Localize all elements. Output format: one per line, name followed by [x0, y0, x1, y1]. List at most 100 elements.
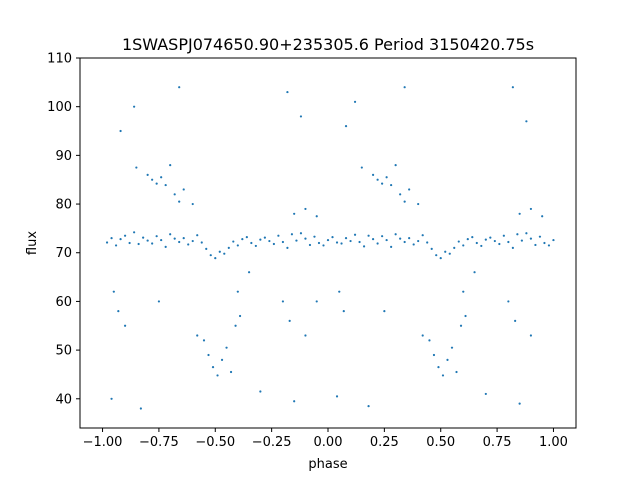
data-point [207, 353, 210, 357]
data-point [178, 200, 181, 203]
data-point [520, 239, 523, 242]
data-point [304, 207, 307, 211]
data-point [272, 242, 275, 246]
data-point [169, 233, 172, 236]
x-tick-label: 0.00 [314, 435, 343, 450]
data-point [441, 374, 445, 377]
data-point [426, 241, 429, 244]
data-point [439, 256, 442, 260]
data-point [455, 370, 458, 374]
data-point [514, 319, 517, 322]
data-point [453, 246, 456, 249]
data-point [376, 242, 379, 245]
x-tick-label: 0.75 [483, 435, 512, 450]
data-point [489, 236, 492, 239]
data-point [448, 252, 451, 255]
data-point [315, 215, 318, 218]
data-point [385, 238, 388, 242]
x-axis-label: phase [308, 457, 347, 472]
data-point [178, 86, 181, 89]
data-point [473, 271, 476, 274]
data-point [299, 115, 303, 118]
data-point [338, 290, 341, 293]
y-tick-label: 40 [55, 392, 72, 407]
data-point [498, 242, 501, 246]
x-tick-label: −1.00 [83, 435, 123, 450]
data-point [428, 339, 431, 342]
data-point [529, 207, 533, 211]
data-point [308, 243, 312, 247]
data-point [360, 166, 363, 169]
x-tick-label: −0.25 [252, 435, 292, 450]
y-tick-label: 90 [55, 149, 72, 164]
x-tick-label: 0.50 [426, 435, 455, 450]
data-point [518, 212, 521, 215]
data-point [304, 334, 307, 337]
data-point [133, 231, 136, 234]
data-point [403, 86, 406, 89]
data-point [376, 178, 379, 181]
data-point [196, 234, 199, 237]
data-point [277, 234, 280, 237]
data-point [151, 242, 154, 245]
data-point [110, 237, 113, 240]
data-point [371, 173, 375, 176]
data-point [538, 235, 542, 238]
data-point [232, 240, 235, 243]
y-tick-label: 80 [55, 198, 72, 213]
data-point [164, 245, 167, 248]
data-point [399, 193, 402, 196]
data-point [263, 236, 266, 239]
y-tick-label: 60 [55, 295, 72, 310]
data-point [403, 240, 406, 244]
data-point [119, 238, 122, 241]
data-point [227, 246, 230, 249]
data-point [529, 334, 533, 337]
data-point [390, 183, 393, 187]
data-point [507, 300, 510, 303]
data-point [480, 244, 483, 248]
y-axis-label: flux [25, 231, 40, 255]
data-point [475, 241, 478, 245]
data-point [254, 244, 257, 248]
data-point [209, 254, 212, 257]
data-point [367, 404, 370, 408]
data-point [182, 237, 185, 240]
data-point [462, 290, 465, 293]
data-point [200, 241, 203, 244]
data-point [286, 90, 289, 94]
data-point [507, 240, 510, 244]
data-point [399, 237, 402, 240]
y-tick-label: 100 [47, 100, 72, 115]
data-point [218, 250, 221, 253]
data-point [493, 239, 496, 243]
data-point [128, 241, 131, 245]
data-point [112, 290, 115, 293]
data-point [178, 240, 181, 244]
data-point [462, 244, 465, 247]
data-point [211, 366, 215, 369]
data-point [432, 353, 436, 357]
data-point [358, 240, 361, 244]
data-point [534, 243, 537, 247]
data-point [286, 246, 289, 249]
data-point [259, 238, 262, 241]
data-point [390, 245, 393, 248]
data-point [547, 244, 551, 247]
data-point [247, 271, 251, 274]
data-point [435, 254, 438, 257]
data-point [335, 241, 339, 244]
data-point [293, 400, 296, 403]
data-point [457, 240, 460, 243]
data-point [304, 237, 307, 240]
y-tick-label: 110 [47, 52, 72, 67]
data-point [421, 334, 424, 337]
data-point [484, 238, 487, 241]
data-point [236, 244, 239, 247]
data-point [216, 374, 219, 377]
data-point [241, 238, 244, 241]
data-point [383, 310, 386, 313]
data-point [518, 402, 521, 405]
data-point [114, 244, 118, 247]
